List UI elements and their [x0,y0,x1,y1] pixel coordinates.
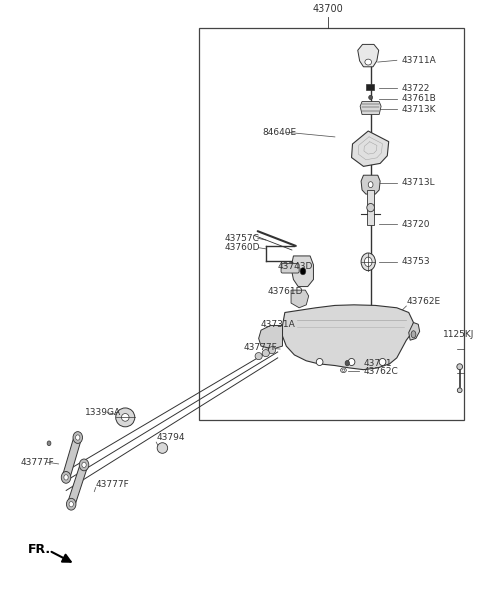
Ellipse shape [364,257,372,266]
FancyBboxPatch shape [281,263,299,273]
Text: 43777F: 43777F [21,458,54,466]
Ellipse shape [255,353,262,359]
Polygon shape [62,436,81,479]
Text: 43722: 43722 [402,83,430,92]
Ellipse shape [47,441,51,446]
Ellipse shape [368,182,373,188]
Polygon shape [282,305,413,369]
Polygon shape [361,175,380,194]
Polygon shape [351,131,389,166]
Bar [367,190,374,226]
Ellipse shape [73,432,83,443]
Ellipse shape [262,350,269,357]
Ellipse shape [66,498,76,510]
Text: 43713L: 43713L [402,178,435,188]
Polygon shape [68,463,87,506]
Ellipse shape [411,331,416,338]
Polygon shape [291,256,313,287]
Ellipse shape [82,462,86,468]
Text: 43762E: 43762E [407,297,441,307]
Ellipse shape [342,369,345,371]
Ellipse shape [268,347,276,354]
Ellipse shape [361,253,375,271]
Ellipse shape [61,471,71,483]
Ellipse shape [300,268,306,275]
Ellipse shape [365,59,372,65]
Bar [199,28,464,420]
Ellipse shape [341,368,346,372]
Polygon shape [409,323,420,340]
Text: 43753: 43753 [402,258,430,266]
Text: 43743D: 43743D [278,262,313,271]
Text: 43731A: 43731A [261,320,296,329]
Text: 43711A: 43711A [402,56,436,65]
Ellipse shape [457,363,463,369]
Ellipse shape [369,95,372,99]
Text: 43700: 43700 [312,4,343,14]
Ellipse shape [64,475,68,480]
Ellipse shape [79,459,89,471]
Ellipse shape [69,501,73,507]
Text: FR.: FR. [27,543,51,556]
Text: 84640E: 84640E [263,128,297,137]
Text: 43757C: 43757C [224,234,259,243]
Ellipse shape [316,359,323,365]
Ellipse shape [348,359,355,365]
Text: 1125KJ: 1125KJ [443,330,474,339]
Text: 43777F: 43777F [96,480,130,489]
Text: 43720: 43720 [402,220,430,229]
Ellipse shape [76,435,80,440]
Text: 43761: 43761 [363,359,392,368]
Ellipse shape [345,361,349,366]
Ellipse shape [116,408,135,427]
Text: 1339GA: 1339GA [85,408,121,417]
Polygon shape [360,102,381,114]
Ellipse shape [121,414,129,422]
Text: 43762C: 43762C [363,367,398,376]
Polygon shape [291,290,309,308]
Text: 43761B: 43761B [402,94,436,103]
Text: 43777F: 43777F [243,343,277,352]
Ellipse shape [457,388,462,392]
Ellipse shape [379,359,386,365]
Polygon shape [259,326,282,349]
Text: 43713K: 43713K [402,105,436,114]
Text: 43794: 43794 [156,433,185,442]
Bar [366,84,374,91]
Text: 43760D: 43760D [224,243,260,252]
Polygon shape [358,44,379,67]
Ellipse shape [157,443,168,453]
Text: 43761D: 43761D [267,287,303,296]
Ellipse shape [367,204,374,212]
